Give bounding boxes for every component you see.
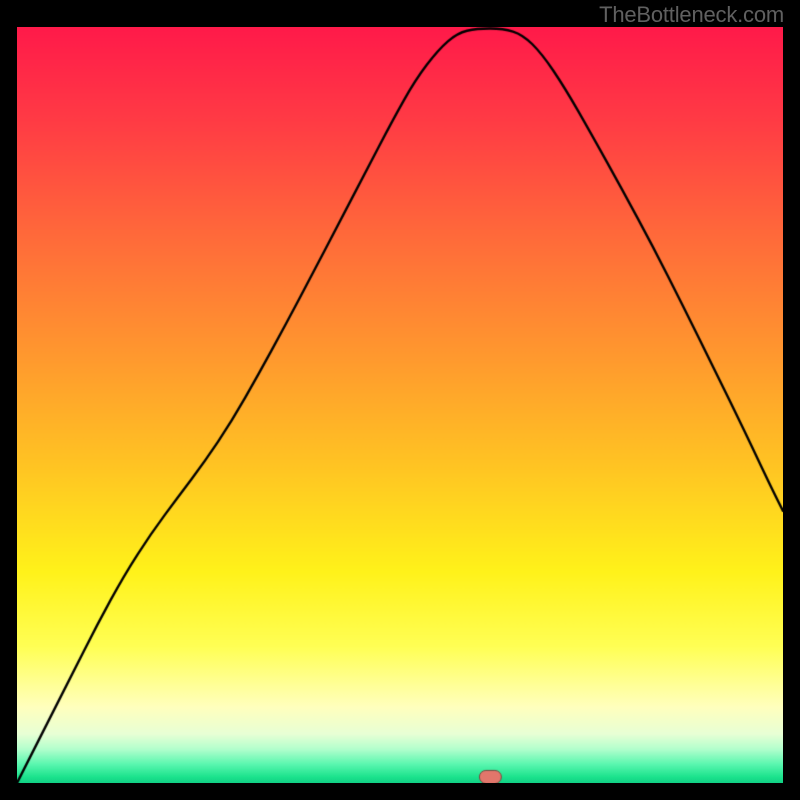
plot-area bbox=[17, 27, 783, 783]
optimal-marker bbox=[17, 27, 783, 783]
chart-stage: TheBottleneck.com bbox=[0, 0, 800, 800]
watermark-text: TheBottleneck.com bbox=[599, 2, 784, 28]
